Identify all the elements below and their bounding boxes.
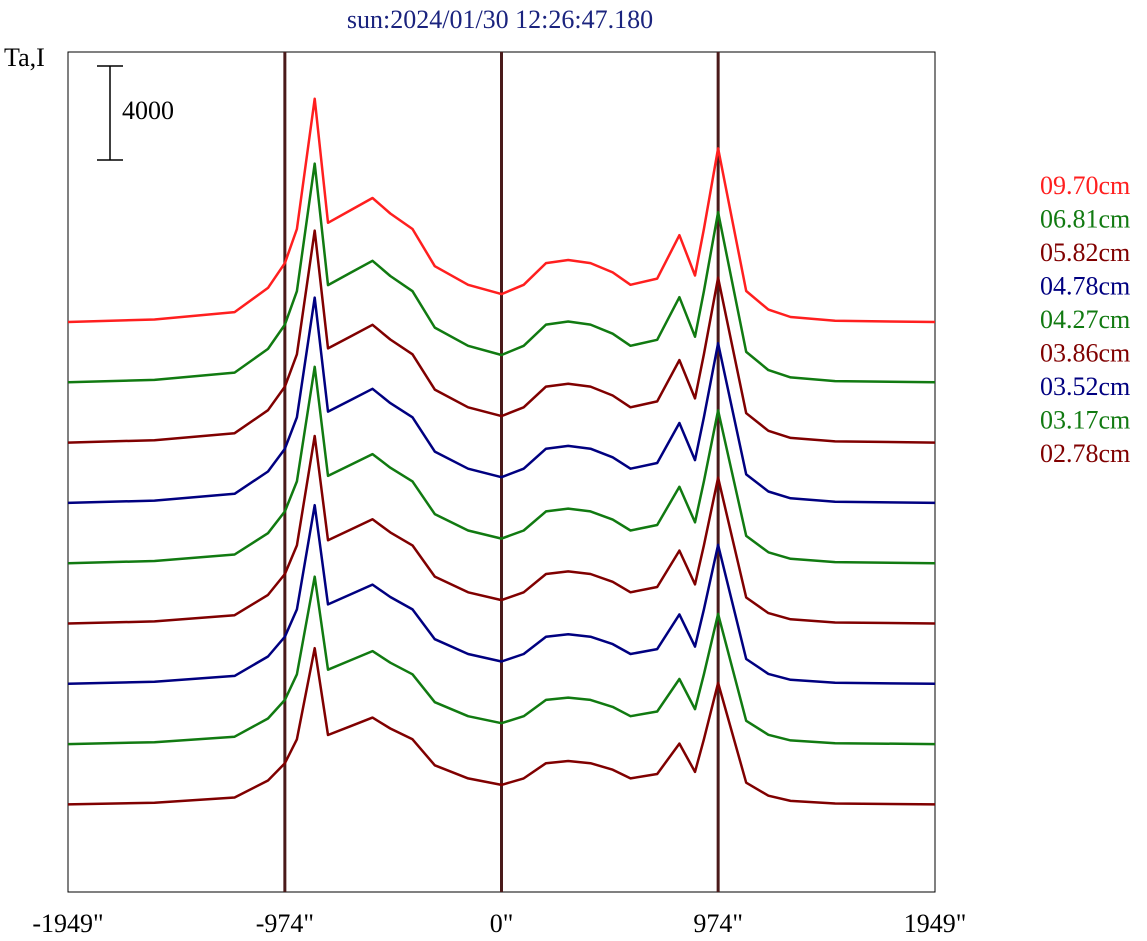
series-line-06.81cm [67,162,936,384]
series-line-05.82cm [67,229,936,444]
x-tick-labels: -1949" -974" 0" 974" 1949" [32,909,966,938]
series-line-09.70cm [67,97,936,324]
legend-entry: 03.86cm [1040,339,1130,368]
x-tick-label: 0" [490,909,514,938]
series-line-03.86cm [67,434,936,625]
legend-entry: 03.52cm [1040,372,1130,401]
series-line-04.27cm [67,365,936,565]
legend-entry: 06.81cm [1040,205,1130,234]
legend-entry: 02.78cm [1040,439,1130,468]
series-line-03.17cm [67,575,936,746]
legend-entry: 03.17cm [1040,406,1130,435]
chart-title: sun:2024/01/30 12:26:47.180 [347,5,653,34]
x-tick-label: -974" [256,909,314,938]
x-tick-label: -1949" [32,909,103,938]
series-line-04.78cm [67,296,936,505]
series-line-02.78cm [67,646,936,806]
vertical-reference-lines [283,52,720,892]
y-axis-label: Ta,I [4,43,45,72]
series-lines [67,97,936,806]
legend-entry: 04.78cm [1040,272,1130,301]
scale-bar: 4000 [97,65,174,161]
legend-entry: 04.27cm [1040,305,1130,334]
legend-entry: 09.70cm [1040,171,1130,200]
legend-entry: 05.82cm [1040,238,1130,267]
series-line-03.52cm [67,503,936,686]
x-tick-label: 1949" [904,909,967,938]
x-tick-label: 974" [693,909,743,938]
scale-bar-label: 4000 [122,96,174,125]
legend: 09.70cm 06.81cm 05.82cm 04.78cm 04.27cm 03.86… [1040,171,1130,468]
